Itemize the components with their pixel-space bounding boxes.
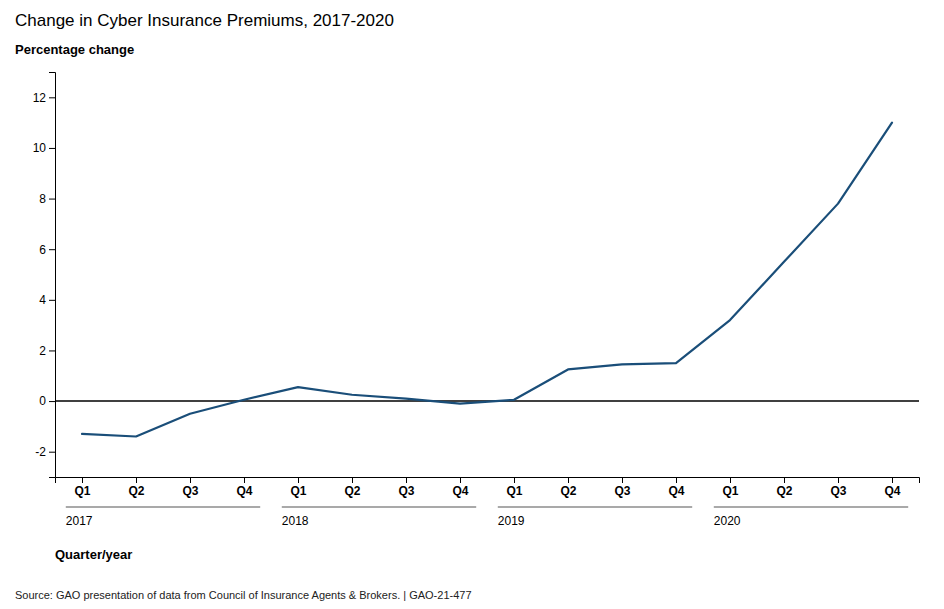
y-tick: 6 [39, 243, 55, 257]
x-axis: Q1 Q2 Q3 Q4 Q1 Q2 Q3 Q4 Q1 Q2 Q3 Q4 Q1 Q2 Q3 Q4 [56, 477, 920, 498]
x-tick-mark [838, 477, 839, 483]
x-tick-mark [406, 477, 407, 483]
y-tick-mark [49, 97, 55, 98]
y-tick-mark [49, 199, 55, 200]
x-tick: Q4 [236, 477, 252, 498]
x-tick-label: Q3 [398, 484, 414, 498]
x-tick: Q3 [398, 477, 414, 498]
y-tick-mark [49, 249, 55, 250]
x-tick-label: Q3 [830, 484, 846, 498]
y-tick: 10 [33, 141, 55, 155]
x-tick-label: Q4 [668, 484, 684, 498]
y-tick-label: 6 [39, 243, 46, 257]
y-tick-mark [49, 300, 55, 301]
y-tick-mark [49, 350, 55, 351]
x-tick-mark [784, 477, 785, 483]
x-tick-mark [622, 477, 623, 483]
x-tick: Q3 [614, 477, 630, 498]
y-tick-label: 10 [33, 141, 47, 155]
group-underline [66, 506, 260, 507]
x-tick: Q4 [668, 477, 684, 498]
x-tick-mark [352, 477, 353, 483]
y-tick: 8 [39, 192, 55, 206]
y-tick-label: 12 [33, 91, 47, 105]
y-tick: -2 [35, 445, 55, 459]
x-tick: Q1 [290, 477, 306, 498]
y-tick: 4 [39, 293, 55, 307]
x-tick-mark [190, 477, 191, 483]
x-tick-label: Q4 [236, 484, 252, 498]
x-tick: Q3 [830, 477, 846, 498]
y-axis: -2 0 2 4 6 8 10 12 [33, 73, 56, 478]
x-tick-mark [244, 477, 245, 483]
x-tick: Q1 [722, 477, 738, 498]
x-tick: Q2 [128, 477, 144, 498]
y-tick: 2 [39, 344, 55, 358]
group-underline [282, 506, 476, 507]
group-label: 2019 [498, 514, 525, 528]
data-line [82, 123, 892, 437]
x-tick-mark [136, 477, 137, 483]
x-tick-label: Q2 [128, 484, 144, 498]
x-tick: Q1 [74, 477, 90, 498]
x-axis-title: Quarter/year [55, 547, 132, 562]
y-tick-mark [49, 401, 55, 402]
x-tick: Q1 [506, 477, 522, 498]
x-tick-label: Q4 [884, 484, 900, 498]
y-tick-mark [49, 452, 55, 453]
plot-area: -2024681012Q1Q2Q3Q4Q1Q2Q3Q4Q1Q2Q3Q4Q1Q2Q… [33, 73, 920, 563]
x-tick-label: Q3 [614, 484, 630, 498]
y-axis-title: Percentage change [15, 42, 134, 57]
chart: -2024681012Q1Q2Q3Q4Q1Q2Q3Q4Q1Q2Q3Q4Q1Q2Q… [0, 0, 944, 609]
group-underline [498, 506, 692, 507]
x-tick-label: Q2 [560, 484, 576, 498]
x-tick-label: Q1 [74, 484, 90, 498]
y-axis-line [49, 73, 56, 478]
x-tick-label: Q2 [776, 484, 792, 498]
x-tick: Q3 [182, 477, 198, 498]
y-tick-label: -2 [35, 445, 46, 459]
x-tick-label: Q4 [452, 484, 468, 498]
title: Change in Cyber Insurance Premiums, 2017… [15, 11, 394, 30]
y-tick: 0 [39, 394, 55, 408]
x-tick-mark [892, 477, 893, 483]
y-tick-label: 0 [39, 394, 46, 408]
x-tick-mark [514, 477, 515, 483]
x-tick: Q2 [560, 477, 576, 498]
x-tick-label: Q1 [506, 484, 522, 498]
y-tick-label: 8 [39, 192, 46, 206]
group-label: 2018 [282, 514, 309, 528]
x-tick: Q4 [884, 477, 900, 498]
y-tick: 12 [33, 91, 55, 105]
x-tick-mark [460, 477, 461, 483]
y-tick-label: 4 [39, 293, 46, 307]
x-tick-mark [676, 477, 677, 483]
x-tick-mark [82, 477, 83, 483]
x-tick-mark [730, 477, 731, 483]
group-label: 2017 [66, 514, 93, 528]
x-tick-label: Q1 [722, 484, 738, 498]
x-tick: Q2 [776, 477, 792, 498]
x-axis-line [56, 478, 920, 484]
group-label: 2020 [714, 514, 741, 528]
y-tick-label: 2 [39, 344, 46, 358]
x-tick-mark [298, 477, 299, 483]
y-tick-mark [49, 148, 55, 149]
source-note: Source: GAO presentation of data from Co… [15, 589, 472, 601]
x-tick-label: Q3 [182, 484, 198, 498]
marks [55, 123, 919, 437]
x-tick: Q2 [344, 477, 360, 498]
x-tick-mark [568, 477, 569, 483]
group-underline [714, 506, 908, 507]
x-tick-label: Q1 [290, 484, 306, 498]
x-tick: Q4 [452, 477, 468, 498]
x-tick-label: Q2 [344, 484, 360, 498]
